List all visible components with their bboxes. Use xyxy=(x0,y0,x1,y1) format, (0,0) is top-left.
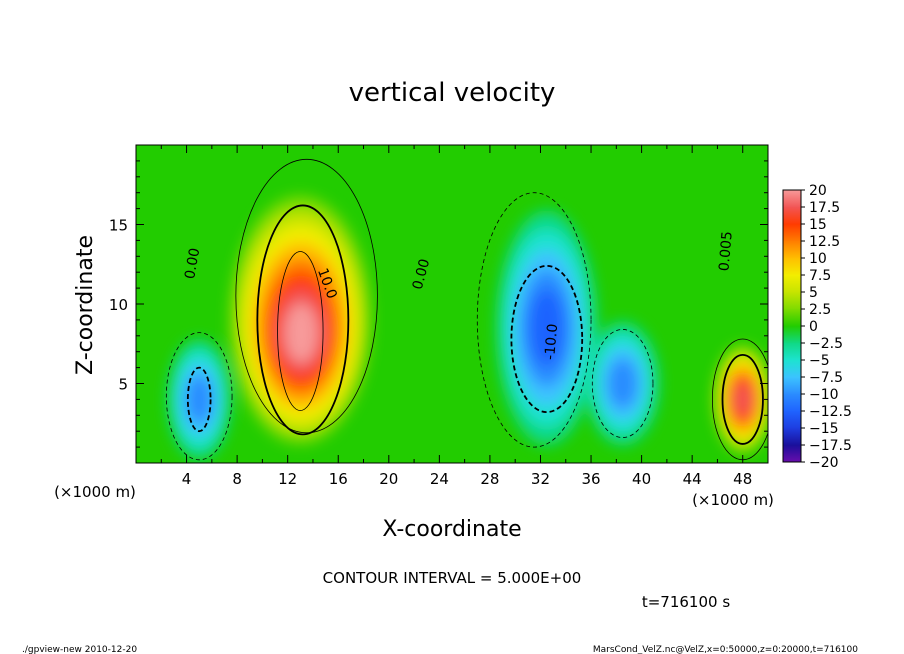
contour-line xyxy=(256,204,350,436)
field-level xyxy=(607,358,638,409)
x-tick-label: 48 xyxy=(733,470,752,488)
colorbar-label: −5 xyxy=(809,353,830,369)
x-tick-label: 20 xyxy=(379,470,398,488)
colorbar-label: −10 xyxy=(809,387,839,403)
colorbar-label: −7.5 xyxy=(809,370,843,386)
contour-line xyxy=(510,264,584,414)
y-tick-label: 10 xyxy=(109,296,128,314)
x-tick-label: 12 xyxy=(278,470,297,488)
y-tick-label: 15 xyxy=(109,217,128,235)
colorbar-segment xyxy=(783,309,801,327)
colorbar-segment xyxy=(783,411,801,429)
colorbar-segment xyxy=(783,343,801,361)
colorbar-label: 2.5 xyxy=(809,302,831,318)
contour-line xyxy=(165,332,233,461)
x-tick-label: 16 xyxy=(329,470,348,488)
field-level xyxy=(186,375,213,424)
colorbar-segment xyxy=(783,224,801,242)
contour-line xyxy=(476,192,592,448)
velocity-field xyxy=(167,195,768,460)
x-tick-label: 24 xyxy=(430,470,449,488)
colorbar-label: 0 xyxy=(809,319,818,335)
colorbar-label: 12.5 xyxy=(809,234,840,250)
contour-line xyxy=(235,158,378,434)
colorbar-label: −12.5 xyxy=(809,404,852,420)
field-level xyxy=(284,303,319,363)
colorbar-label: 7.5 xyxy=(809,268,831,284)
x-axis-title: X-coordinate xyxy=(382,517,521,542)
colorbar-segment xyxy=(783,292,801,310)
x-tick-label: 28 xyxy=(480,470,499,488)
colorbar-label: 10 xyxy=(809,251,827,267)
x-axis-ticks: 4 8 12 16 20 24 28 32 36 40 44 48 xyxy=(160,145,752,488)
colorbar-segment xyxy=(783,377,801,395)
x-tick-label: 4 xyxy=(182,470,192,488)
footer-right: MarsCond_VelZ.nc@VelZ,x=0:50000,z=0:2000… xyxy=(593,645,858,654)
time-text: t=716100 s xyxy=(642,593,730,611)
field-level xyxy=(733,383,752,416)
colorbar-label: 20 xyxy=(809,183,827,199)
contour-label: 0.00 xyxy=(182,247,203,280)
colorbar-segment xyxy=(783,275,801,293)
contour-label: 0.005 xyxy=(716,231,735,272)
y-axis-title: Z-coordinate xyxy=(73,235,98,375)
x-unit-label-right: (×1000 m) xyxy=(692,491,774,509)
contour-line xyxy=(721,353,764,445)
colorbar-segment xyxy=(783,241,801,259)
contour-line xyxy=(186,366,212,433)
colorbar-segment xyxy=(783,258,801,276)
contour-line xyxy=(277,251,324,411)
x-tick-label: 36 xyxy=(581,470,600,488)
contour-label: -10.0 xyxy=(542,323,561,360)
contour-label: 0.00 xyxy=(410,257,434,291)
colorbar-segment xyxy=(783,190,801,208)
colorbar-label: 17.5 xyxy=(809,200,840,216)
colorbar-label: −15 xyxy=(809,421,839,437)
colorbar-segment xyxy=(783,428,801,446)
colorbar-label: −2.5 xyxy=(809,336,843,352)
colorbar-segment xyxy=(783,445,801,463)
x-unit-label: (×1000 m) xyxy=(54,483,136,501)
contour-line xyxy=(591,329,654,438)
y-axis-ticks: 5 10 15 xyxy=(109,160,768,448)
chart-title: vertical velocity xyxy=(349,78,556,108)
x-tick-label: 44 xyxy=(683,470,702,488)
colorbar-label: −20 xyxy=(809,455,839,471)
colorbar: 2017.51512.5107.552.50−2.5−5−7.5−10−12.5… xyxy=(782,183,852,471)
colorbar-label: −17.5 xyxy=(809,438,852,454)
x-tick-label: 8 xyxy=(232,470,242,488)
field-level xyxy=(529,288,565,367)
x-tick-label: 40 xyxy=(632,470,651,488)
colorbar-segment xyxy=(783,394,801,412)
contour-interval-text: CONTOUR INTERVAL = 5.000E+00 xyxy=(323,569,582,587)
x-tick-label: 32 xyxy=(531,470,550,488)
colorbar-label: 15 xyxy=(809,217,827,233)
colorbar-label: 5 xyxy=(809,285,818,301)
footer-left: ./gpview-new 2010-12-20 xyxy=(22,645,137,654)
colorbar-segment xyxy=(783,207,801,225)
y-tick-label: 5 xyxy=(118,376,128,394)
colorbar-segment xyxy=(783,360,801,378)
colorbar-segment xyxy=(783,326,801,344)
